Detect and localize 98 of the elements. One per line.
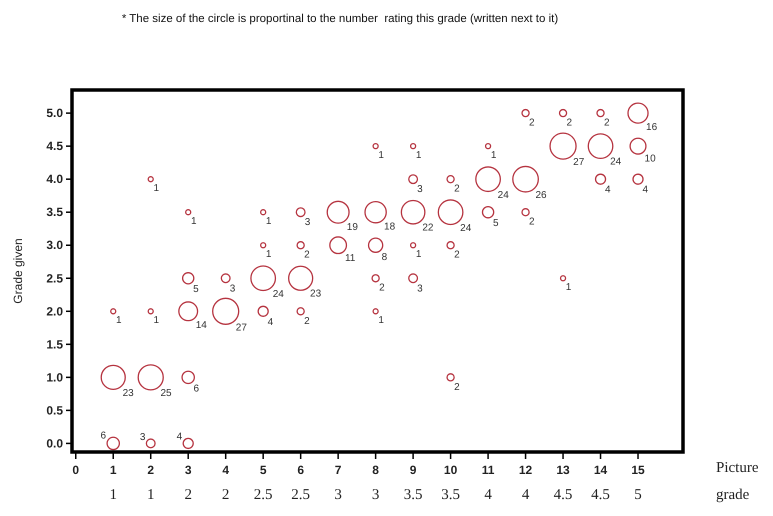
data-label: 1 bbox=[116, 315, 122, 326]
data-label: 4 bbox=[176, 431, 183, 442]
data-label: 2 bbox=[454, 382, 460, 393]
x-tick-label: 11 bbox=[482, 463, 495, 477]
data-label: 14 bbox=[196, 320, 208, 331]
text: 3 bbox=[334, 487, 342, 503]
chart-title: * The size of the circle is proportinal to the number rating this grade (written next to it) bbox=[122, 13, 558, 25]
text: 2 bbox=[184, 487, 192, 503]
text: 4.5 bbox=[554, 487, 572, 503]
data-label: 1 bbox=[190, 216, 197, 227]
data-label: 2 bbox=[566, 118, 573, 129]
data-label: 8 bbox=[382, 252, 388, 264]
x-tick-label: 14 bbox=[594, 463, 608, 477]
data-label: 2 bbox=[304, 250, 310, 261]
text: 5 bbox=[634, 487, 642, 503]
text: 1 bbox=[146, 487, 154, 503]
x-tick-label: 10 bbox=[444, 463, 458, 477]
data-label: 24 bbox=[610, 156, 622, 168]
data-label: 6 bbox=[193, 384, 200, 395]
text: 3.5 bbox=[404, 487, 422, 503]
data-label: 22 bbox=[422, 222, 434, 234]
x-tick-label: 4 bbox=[222, 463, 230, 477]
data-label: 2 bbox=[604, 118, 610, 129]
y-axis-title: Grade given bbox=[11, 238, 25, 304]
data-label: 1 bbox=[378, 315, 384, 326]
x-tick-label: 13 bbox=[556, 463, 570, 477]
y-tick-label: 4.0 bbox=[46, 172, 64, 186]
text: 4 bbox=[484, 487, 492, 503]
x-tick-label: 6 bbox=[297, 463, 304, 477]
data-label: 2 bbox=[529, 216, 536, 228]
y-tick-label: 5.0 bbox=[46, 106, 64, 120]
data-label: 1 bbox=[153, 182, 160, 194]
data-label: 6 bbox=[100, 430, 107, 442]
y-tick-label: 4.5 bbox=[46, 139, 64, 154]
data-label: 18 bbox=[384, 222, 396, 233]
data-label: 3 bbox=[304, 217, 311, 228]
text: 2 bbox=[222, 487, 230, 503]
data-label: 5 bbox=[492, 218, 499, 230]
data-label: 2 bbox=[379, 282, 386, 294]
data-label: 4 bbox=[268, 316, 274, 328]
data-label: 2 bbox=[454, 184, 460, 195]
y-tick-label: 2.0 bbox=[46, 304, 64, 318]
x-tick-label: 1 bbox=[110, 463, 117, 477]
x-tick-label: 5 bbox=[260, 463, 267, 477]
data-label: 4 bbox=[605, 184, 612, 196]
data-label: 3 bbox=[140, 432, 146, 444]
text: 3.5 bbox=[441, 487, 460, 503]
y-tick-label: 0.5 bbox=[46, 403, 64, 418]
x-tick-label: 2 bbox=[147, 463, 154, 477]
data-label: 2 bbox=[529, 118, 536, 129]
text: 2.5 bbox=[291, 487, 310, 503]
data-label: 11 bbox=[344, 253, 356, 264]
data-label: 1 bbox=[153, 315, 160, 326]
data-label: 24 bbox=[272, 288, 284, 300]
data-label: 24 bbox=[498, 190, 510, 201]
data-label: 1 bbox=[416, 248, 422, 260]
x-tick-label: 8 bbox=[372, 463, 380, 477]
data-label: 4 bbox=[642, 184, 649, 196]
y-tick-label: 0.0 bbox=[46, 436, 64, 450]
data-label: 3 bbox=[230, 283, 236, 294]
x-tick-label: 7 bbox=[334, 463, 342, 477]
data-label: 10 bbox=[644, 154, 656, 165]
data-label: 1 bbox=[566, 282, 572, 294]
x-tick-label: 0 bbox=[72, 463, 80, 477]
text: 1 bbox=[109, 487, 117, 503]
x-tick-label: 3 bbox=[184, 463, 192, 477]
data-label: 5 bbox=[193, 284, 200, 296]
data-label: 26 bbox=[535, 190, 548, 202]
data-label: 24 bbox=[460, 222, 472, 234]
x-axis-title: Picture grade bbox=[716, 460, 759, 503]
y-tick-label: 3.5 bbox=[46, 205, 64, 220]
y-tick-label: 1.5 bbox=[46, 337, 64, 352]
text: 4.5 bbox=[591, 487, 610, 503]
data-label: 23 bbox=[310, 288, 322, 300]
text: 2.5 bbox=[254, 487, 273, 503]
data-label: 23 bbox=[122, 388, 134, 399]
data-label: 1 bbox=[378, 150, 384, 161]
data-label: 2 bbox=[304, 316, 310, 327]
data-label: 19 bbox=[346, 222, 358, 233]
text: 3 bbox=[372, 487, 380, 503]
y-tick-label: 2.5 bbox=[46, 271, 64, 286]
y-tick-label: 1.0 bbox=[46, 370, 64, 384]
x-tick-label: 9 bbox=[410, 463, 417, 477]
data-label: 3 bbox=[417, 283, 424, 294]
data-label: 27 bbox=[236, 322, 248, 334]
data-label: 16 bbox=[646, 122, 658, 134]
data-label: 25 bbox=[160, 388, 172, 400]
data-label: 1 bbox=[266, 248, 272, 260]
data-label: 1 bbox=[266, 216, 272, 227]
data-label: 3 bbox=[417, 184, 424, 196]
data-label: 1 bbox=[416, 150, 422, 161]
y-tick-label: 3.0 bbox=[46, 238, 64, 252]
text: 4 bbox=[522, 487, 530, 503]
data-label: 2 bbox=[454, 250, 460, 261]
data-label: 27 bbox=[573, 157, 585, 168]
x-tick-label: 15 bbox=[631, 463, 646, 477]
x-tick-label: 12 bbox=[518, 463, 533, 477]
data-label: 1 bbox=[490, 150, 497, 161]
